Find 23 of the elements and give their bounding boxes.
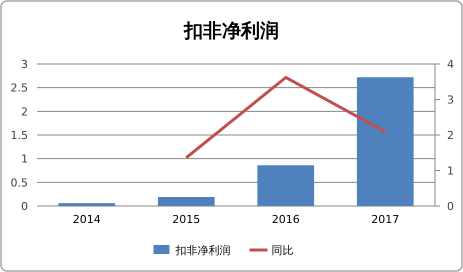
bar xyxy=(158,197,215,206)
y-tick-label: 1 xyxy=(21,152,28,166)
bar xyxy=(356,77,414,206)
y-tick-label: 0 xyxy=(21,200,28,213)
bar xyxy=(58,203,116,206)
y2-tick-label: 4 xyxy=(447,58,454,71)
y-tick-label: 2 xyxy=(21,105,28,118)
x-tick-label: 2017 xyxy=(371,213,400,226)
legend-label: 同比 xyxy=(272,244,294,257)
y-tick-label: 0.5 xyxy=(10,176,28,190)
x-tick-label: 2014 xyxy=(72,213,101,226)
y-tick-label: 3 xyxy=(21,58,28,71)
y-tick-label: 2.5 xyxy=(10,82,28,95)
y2-tick-label: 3 xyxy=(447,94,454,106)
x-tick-label: 2016 xyxy=(272,213,300,226)
bar xyxy=(257,165,314,206)
y-tick-label: 1.5 xyxy=(10,129,28,142)
legend-label: 扣非净利润 xyxy=(174,244,230,257)
y2-tick-label: 1 xyxy=(447,164,454,178)
y2-tick-label: 0 xyxy=(447,200,454,213)
x-tick-label: 2015 xyxy=(172,213,200,226)
chart-title: 扣非净利润 xyxy=(183,20,279,42)
y2-tick-label: 2 xyxy=(447,129,454,142)
